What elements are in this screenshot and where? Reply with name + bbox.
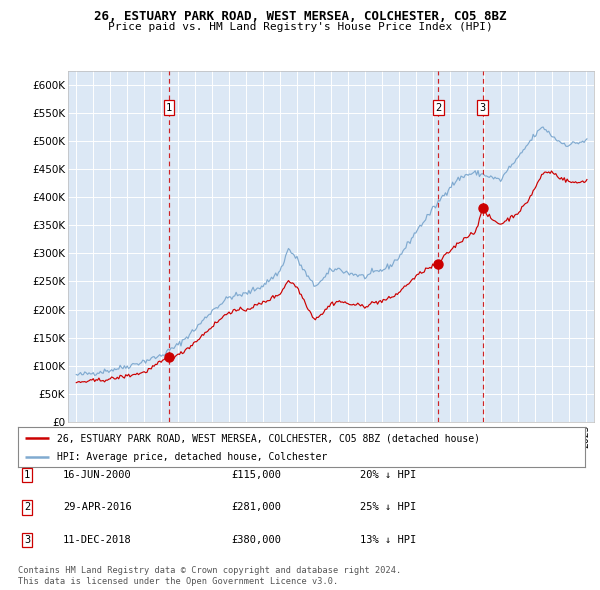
Text: £115,000: £115,000: [231, 470, 281, 480]
Text: £281,000: £281,000: [231, 503, 281, 512]
Text: 20% ↓ HPI: 20% ↓ HPI: [360, 470, 416, 480]
Text: Contains HM Land Registry data © Crown copyright and database right 2024.: Contains HM Land Registry data © Crown c…: [18, 566, 401, 575]
Text: 2: 2: [24, 503, 30, 512]
Text: 26, ESTUARY PARK ROAD, WEST MERSEA, COLCHESTER, CO5 8BZ (detached house): 26, ESTUARY PARK ROAD, WEST MERSEA, COLC…: [56, 434, 479, 444]
Text: 3: 3: [24, 535, 30, 545]
Text: 3: 3: [479, 103, 486, 113]
Text: 1: 1: [24, 470, 30, 480]
Text: HPI: Average price, detached house, Colchester: HPI: Average price, detached house, Colc…: [56, 452, 327, 462]
Text: 2: 2: [435, 103, 442, 113]
Text: Price paid vs. HM Land Registry's House Price Index (HPI): Price paid vs. HM Land Registry's House …: [107, 22, 493, 32]
Text: 26, ESTUARY PARK ROAD, WEST MERSEA, COLCHESTER, CO5 8BZ: 26, ESTUARY PARK ROAD, WEST MERSEA, COLC…: [94, 10, 506, 23]
Text: £380,000: £380,000: [231, 535, 281, 545]
Text: 29-APR-2016: 29-APR-2016: [63, 503, 132, 512]
Text: 25% ↓ HPI: 25% ↓ HPI: [360, 503, 416, 512]
Text: 13% ↓ HPI: 13% ↓ HPI: [360, 535, 416, 545]
Text: 16-JUN-2000: 16-JUN-2000: [63, 470, 132, 480]
Text: 1: 1: [166, 103, 172, 113]
Text: This data is licensed under the Open Government Licence v3.0.: This data is licensed under the Open Gov…: [18, 577, 338, 586]
Text: 11-DEC-2018: 11-DEC-2018: [63, 535, 132, 545]
